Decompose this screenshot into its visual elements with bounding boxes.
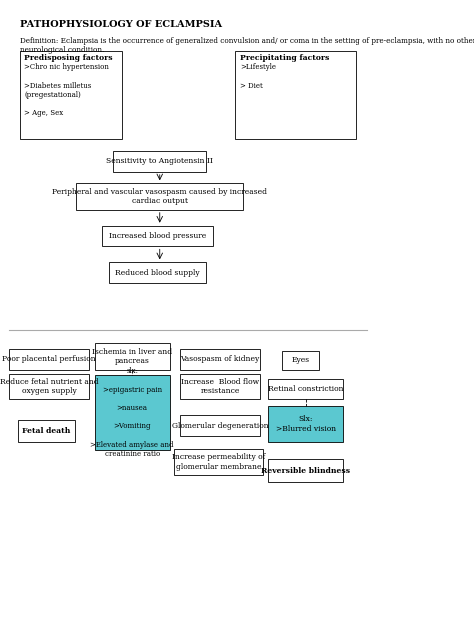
Text: Reversible blindness: Reversible blindness [261,466,350,475]
FancyBboxPatch shape [18,420,74,442]
FancyBboxPatch shape [180,349,260,370]
FancyBboxPatch shape [95,343,170,370]
FancyBboxPatch shape [267,459,344,482]
Text: Increase  Blood flow
resistance: Increase Blood flow resistance [181,378,259,396]
Text: Vasospasm of kidney: Vasospasm of kidney [181,355,260,363]
Text: Glomerular degeneration: Glomerular degeneration [172,422,268,430]
FancyBboxPatch shape [268,379,343,399]
FancyBboxPatch shape [102,226,213,246]
Text: Increased blood pressure: Increased blood pressure [109,232,206,240]
FancyBboxPatch shape [76,183,243,210]
Text: slx:

>epigastric pain

>nausea

>Vomiting

>Elevated amylase and
creatinine rat: slx: >epigastric pain >nausea >Vomiting … [91,367,174,458]
Text: Ischemia in liver and
pancreas: Ischemia in liver and pancreas [92,348,172,365]
FancyBboxPatch shape [113,151,206,172]
Text: Sensitivity to Angiotensin II: Sensitivity to Angiotensin II [106,157,213,166]
Text: Fetal death: Fetal death [22,427,71,435]
Text: Retinal constriction: Retinal constriction [268,385,344,393]
FancyBboxPatch shape [236,51,356,139]
FancyBboxPatch shape [282,351,319,370]
Text: Eyes: Eyes [292,356,310,364]
Text: PATHOPHYSIOLOGY OF ECLAMPSIA: PATHOPHYSIOLOGY OF ECLAMPSIA [20,20,222,29]
Text: Slx:
>Blurred vision: Slx: >Blurred vision [275,415,336,433]
FancyBboxPatch shape [180,374,260,399]
FancyBboxPatch shape [9,349,89,370]
FancyBboxPatch shape [174,449,264,475]
Text: Precipitating factors: Precipitating factors [240,54,329,63]
Text: Predisposing factors: Predisposing factors [24,54,113,63]
Text: >Lifestyle

> Diet: >Lifestyle > Diet [240,63,276,90]
Text: Reduced blood supply: Reduced blood supply [116,269,200,277]
Text: Definition: Eclampsia is the occurrence of generalized convulsion and/ or coma i: Definition: Eclampsia is the occurrence … [20,37,474,54]
FancyBboxPatch shape [9,374,89,399]
FancyBboxPatch shape [180,415,260,436]
FancyBboxPatch shape [20,51,122,139]
Text: >Chro nic hypertension

>Diabetes milletus
(pregestational)

> Age, Sex: >Chro nic hypertension >Diabetes milletu… [24,63,109,117]
FancyBboxPatch shape [95,375,170,450]
Text: Increase permeability of
glomerular membrane: Increase permeability of glomerular memb… [172,453,265,471]
Text: Peripheral and vascular vasospasm caused by increased
cardiac output: Peripheral and vascular vasospasm caused… [52,188,267,205]
FancyBboxPatch shape [109,262,206,283]
Text: Poor placental perfusion: Poor placental perfusion [2,355,96,363]
Text: Reduce fetal nutrient and
oxygen supply: Reduce fetal nutrient and oxygen supply [0,378,99,396]
FancyBboxPatch shape [268,406,343,442]
